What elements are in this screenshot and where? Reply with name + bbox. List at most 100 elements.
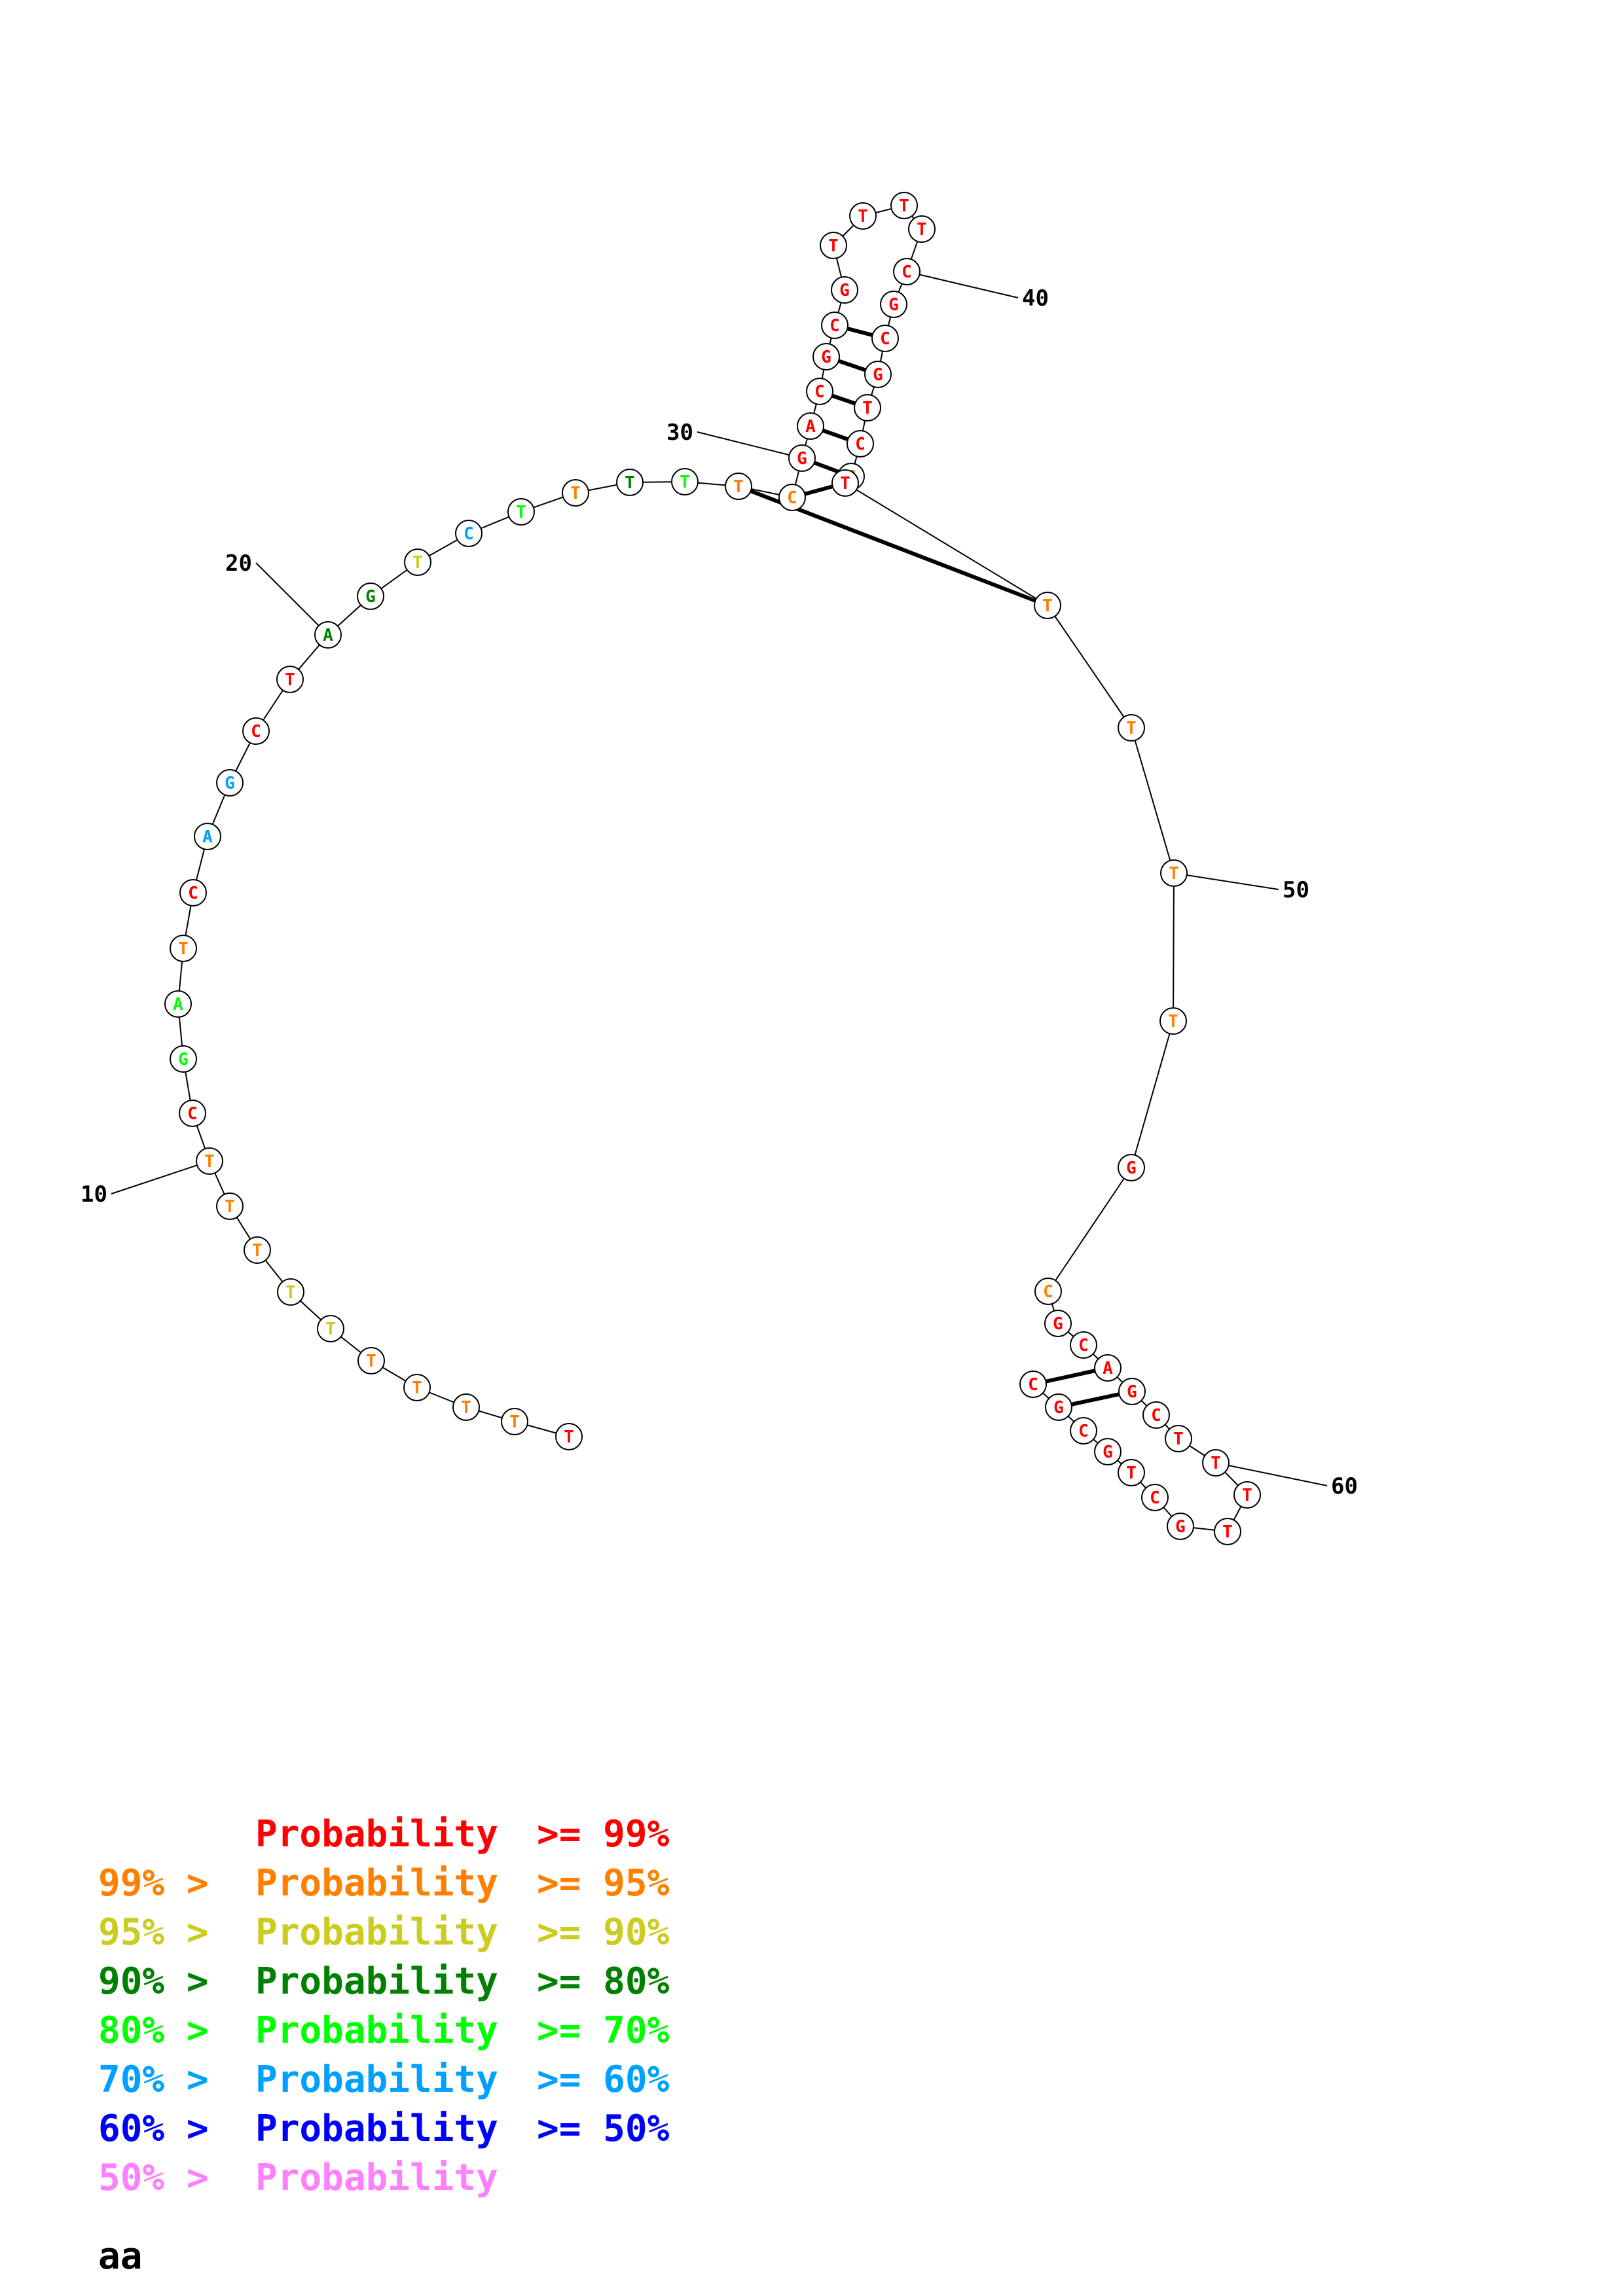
nucleotide: A — [1094, 1354, 1122, 1382]
nucleotide-circle — [854, 394, 881, 422]
nucleotide-letter: T — [412, 553, 423, 573]
legend-row: 50% > Probability — [98, 2157, 818, 2206]
nucleotide: G — [1094, 1438, 1122, 1465]
nucleotide-circle — [357, 583, 384, 610]
nucleotide-circle — [555, 1423, 583, 1450]
nucleotide: T — [196, 1147, 223, 1175]
backbone-segment — [1048, 1167, 1132, 1292]
position-tick-line — [255, 562, 329, 636]
nucleotide-circle — [1034, 1278, 1062, 1305]
nucleotide-circle — [1165, 1425, 1192, 1452]
nucleotide-letter: T — [178, 939, 189, 959]
nucleotide: C — [1019, 1371, 1047, 1398]
nucleotide-circle — [501, 1408, 528, 1435]
nucleotide-letter: C — [187, 1104, 198, 1124]
nucleotide-letter: T — [1126, 719, 1137, 738]
nucleotide-circle — [357, 1347, 385, 1374]
nucleotide: C — [1034, 1278, 1062, 1305]
nucleotide-circle — [170, 935, 197, 962]
nucleotide-circle — [1118, 1154, 1145, 1181]
nucleotide-circle — [1094, 1354, 1122, 1382]
nucleotide-circle — [1160, 859, 1188, 887]
nucleotide-circle — [1044, 1310, 1072, 1337]
nucleotide-circle — [244, 1236, 271, 1264]
nucleotide: T — [357, 1347, 385, 1374]
nucleotide-letter: T — [1126, 1463, 1137, 1483]
position-tick-layer: 10 20 30 40 50 60 — [81, 271, 1358, 1499]
nucleotide-letter: T — [899, 196, 909, 216]
legend-label: Probability — [255, 1813, 498, 1856]
position-tick-line — [697, 431, 803, 459]
nucleotide-circle — [455, 520, 483, 547]
legend-lower-bound: 80% > — [98, 2009, 209, 2052]
nucleotide: C — [1142, 1401, 1170, 1429]
legend-label: Probability — [255, 1911, 498, 1954]
structure-caption: aa — [98, 2235, 143, 2278]
nucleotide: C — [847, 430, 874, 457]
nucleotide: C — [455, 520, 483, 547]
nucleotide-circle — [1159, 1007, 1187, 1035]
nucleotide-letter: G — [225, 774, 235, 793]
nucleotide-circle — [864, 361, 892, 388]
nucleotide: T — [277, 1278, 304, 1306]
nucleotide-letter: C — [1150, 1488, 1160, 1508]
nucleotide-letter: C — [814, 382, 825, 402]
nucleotide: C — [778, 484, 806, 511]
nucleotide: T — [616, 469, 644, 496]
position-tick-line — [1173, 872, 1279, 890]
nucleotide: T — [725, 473, 752, 500]
legend-lower-bound: 99% > — [98, 1862, 209, 1905]
nucleotide-letter: C — [1028, 1375, 1038, 1395]
nucleotide-circle — [507, 498, 535, 526]
legend-upper-bound: >= 60% — [537, 2058, 670, 2101]
nucleotide: T — [403, 1374, 431, 1401]
legend-row: 95% > Probability >= 90% — [98, 1911, 818, 1960]
nucleotide-letter: G — [178, 1050, 189, 1069]
nucleotide-circle — [821, 312, 848, 339]
nucleotide-letter: C — [787, 488, 797, 508]
nucleotide: T — [671, 468, 699, 495]
nucleotide-circle — [1045, 1393, 1072, 1421]
nucleotide: T — [1165, 1425, 1192, 1452]
nucleotide-circle — [880, 291, 907, 318]
nucleotide-letter: G — [365, 587, 376, 607]
legend-lower-bound: 60% > — [98, 2108, 209, 2150]
nucleotide: G — [1167, 1513, 1194, 1540]
position-label: 10 — [81, 1181, 107, 1208]
legend-label: Probability — [255, 1862, 498, 1905]
nucleotide-letter: T — [1168, 1012, 1178, 1031]
nucleotide-letter: T — [204, 1152, 215, 1172]
nucleotide: G — [812, 343, 840, 370]
nucleotide-circle — [276, 666, 304, 693]
nucleotide-circle — [1233, 1481, 1261, 1509]
nucleotide-circle — [871, 325, 899, 352]
nucleotide-letter: T — [570, 484, 581, 503]
position-tick-line — [1215, 1462, 1328, 1486]
nucleotide-letter: T — [1042, 596, 1053, 616]
legend-label: Probability — [255, 1960, 498, 2003]
nucleotide: T — [1118, 714, 1145, 742]
nucleotide: T — [849, 202, 877, 230]
nucleotide-circle — [196, 1147, 223, 1175]
nucleotide-letter: G — [873, 365, 883, 385]
backbone-segment — [1047, 605, 1132, 728]
backbone-segment — [1173, 872, 1175, 1022]
nucleotide-letter: A — [202, 827, 213, 847]
nucleotide-circle — [849, 202, 877, 230]
legend-upper-bound: >= 90% — [537, 1911, 670, 1954]
nucleotide-circle — [893, 258, 921, 285]
legend-upper-bound: >= 70% — [537, 2009, 670, 2052]
nucleotide: C — [179, 879, 207, 906]
nucleotide: T — [555, 1423, 583, 1450]
position-label: 40 — [1022, 285, 1049, 312]
nucleotide: C — [893, 258, 921, 285]
nucleotide: G — [216, 769, 244, 797]
nucleotide-letter: T — [1222, 1522, 1233, 1542]
nucleotide-letter: T — [1211, 1454, 1221, 1473]
nucleotide: T — [452, 1393, 480, 1421]
backbone-segment — [1131, 1020, 1174, 1168]
nucleotide-letter: A — [1103, 1359, 1113, 1378]
nucleotide: G — [864, 361, 892, 388]
nucleotide-circle — [277, 1278, 304, 1306]
